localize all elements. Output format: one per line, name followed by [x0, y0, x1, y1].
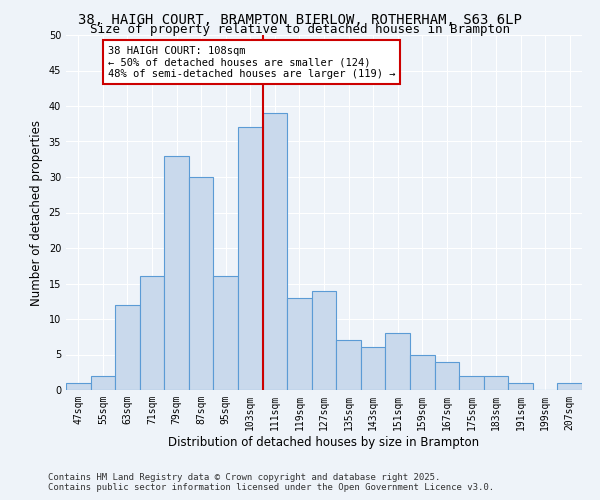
Bar	[164, 156, 189, 390]
Text: Size of property relative to detached houses in Brampton: Size of property relative to detached ho…	[90, 22, 510, 36]
X-axis label: Distribution of detached houses by size in Brampton: Distribution of detached houses by size …	[169, 436, 479, 448]
Bar	[115, 305, 140, 390]
Bar	[140, 276, 164, 390]
Bar	[263, 113, 287, 390]
Bar	[91, 376, 115, 390]
Bar	[214, 276, 238, 390]
Bar	[336, 340, 361, 390]
Text: 38 HAIGH COURT: 108sqm
← 50% of detached houses are smaller (124)
48% of semi-de: 38 HAIGH COURT: 108sqm ← 50% of detached…	[108, 46, 395, 79]
Bar	[361, 348, 385, 390]
Bar	[410, 354, 434, 390]
Bar	[385, 333, 410, 390]
Y-axis label: Number of detached properties: Number of detached properties	[30, 120, 43, 306]
Bar	[189, 177, 214, 390]
Text: Contains HM Land Registry data © Crown copyright and database right 2025.
Contai: Contains HM Land Registry data © Crown c…	[48, 473, 494, 492]
Bar	[312, 290, 336, 390]
Bar	[287, 298, 312, 390]
Bar	[434, 362, 459, 390]
Bar	[66, 383, 91, 390]
Bar	[557, 383, 582, 390]
Bar	[484, 376, 508, 390]
Bar	[459, 376, 484, 390]
Bar	[238, 128, 263, 390]
Text: 38, HAIGH COURT, BRAMPTON BIERLOW, ROTHERHAM, S63 6LP: 38, HAIGH COURT, BRAMPTON BIERLOW, ROTHE…	[78, 12, 522, 26]
Bar	[508, 383, 533, 390]
